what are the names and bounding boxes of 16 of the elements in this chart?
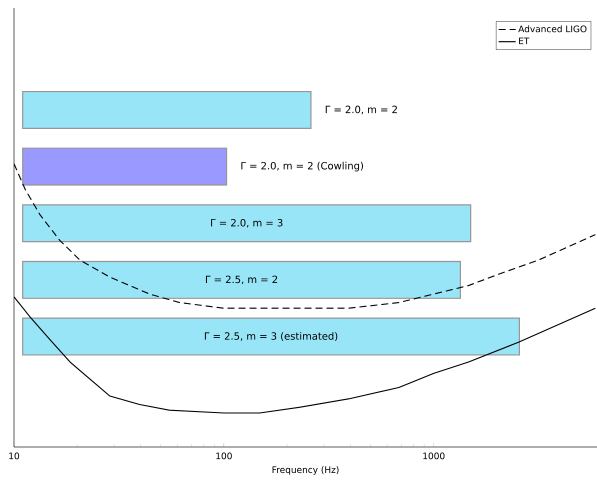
bar	[22, 318, 520, 356]
bar	[22, 90, 312, 129]
x-axis-title: Frequency (Hz)	[272, 466, 339, 475]
y-tick-label: Γ = 2.5, m = 3 (estimated)	[204, 332, 338, 341]
y-tick-label: Γ = 2.0, m = 2 (Cowling)	[241, 162, 363, 172]
y-tick-label: Γ = 2.5, m = 2	[206, 276, 278, 284]
bar	[22, 204, 472, 242]
bar	[22, 260, 461, 299]
y-tick-label: Γ = 2.0, m = 2	[326, 106, 397, 114]
x-tick-label: 10	[9, 452, 20, 460]
x-tick-label: 1000	[423, 452, 445, 460]
legend-label: Advanced LIGO	[518, 25, 587, 32]
bar	[22, 148, 228, 186]
x-tick-label: 100	[216, 452, 232, 460]
y-tick-label: Γ = 2.0, m = 3	[211, 218, 282, 228]
legend-label: ET	[519, 38, 530, 44]
